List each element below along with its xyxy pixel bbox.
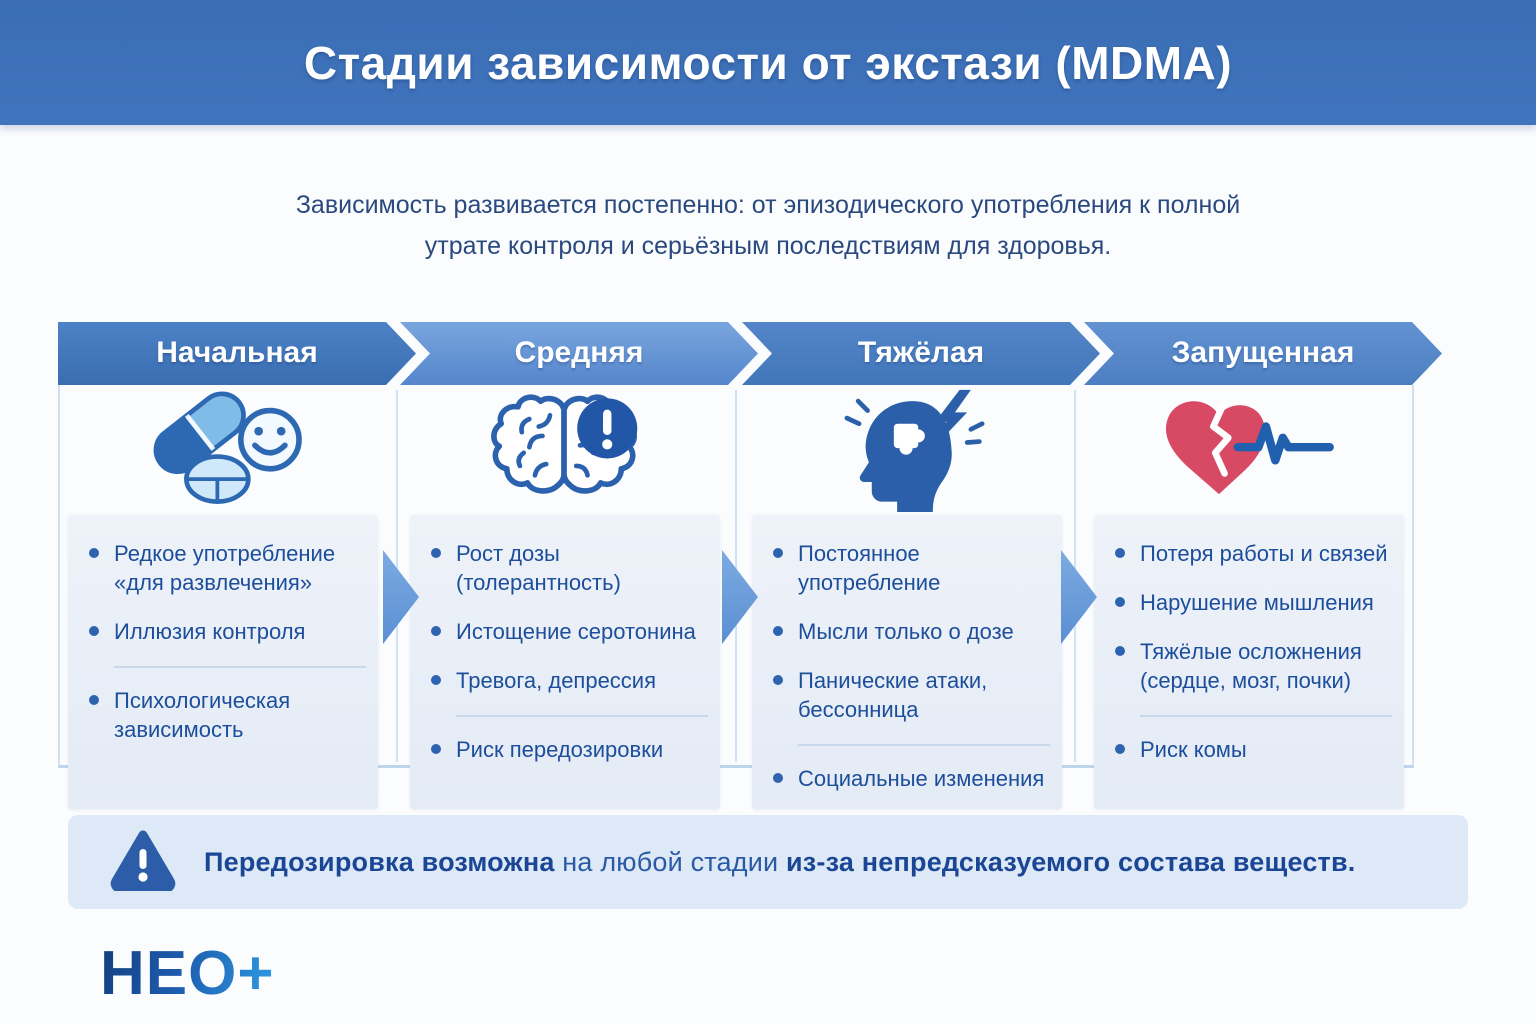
stages-frame (58, 385, 1414, 768)
stage-item-list: Постоянное употребление Мысли только о до… (752, 515, 1062, 809)
stage-box-initial: Редкое употребление «для развлечения» Илл… (68, 515, 378, 810)
stage-item: Социальные изменения (773, 744, 1050, 793)
stage-banner-advanced: Запущенная (1084, 322, 1442, 385)
stage-column-middle: Рост дозы (толерантность) Истощение серот… (400, 385, 730, 819)
warning-banner: Передозировка возможна на любой стадии и… (68, 815, 1468, 909)
stage-item: Потеря работы и связей (1115, 539, 1392, 568)
warning-triangle-icon (110, 829, 176, 896)
stage-item: Иллюзия контроля (89, 617, 366, 646)
warning-text-segment: Передозировка возможна (204, 846, 555, 877)
stage-item-list: Рост дозы (толерантность) Истощение серот… (410, 515, 720, 780)
stage-label: Начальная (156, 335, 318, 369)
stage-column-initial: Редкое употребление «для развлечения» Илл… (58, 385, 388, 819)
stage-columns: Редкое употребление «для развлечения» Илл… (58, 385, 1414, 810)
brain-alert-icon (400, 385, 730, 515)
stage-label: Средняя (514, 335, 644, 369)
pills-smiley-icon (58, 385, 388, 515)
stage-item-list: Редкое употребление «для развлечения» Илл… (68, 515, 378, 760)
broken-heart-pulse-icon (1084, 385, 1414, 515)
stage-item: Психологическая зависимость (89, 666, 366, 744)
stage-item: Тревога, депрессия (431, 666, 708, 695)
stages-panel: Начальная Средняя Тяжёлая Запущенная (58, 322, 1414, 810)
stage-item: Рост дозы (толерантность) (431, 539, 708, 597)
stage-item: Редкое употребление «для развлечения» (89, 539, 366, 597)
stage-item: Риск комы (1115, 715, 1392, 764)
stage-item: Мысли только о дозе (773, 617, 1050, 646)
stage-item: Истощение серотонина (431, 617, 708, 646)
neo-plus-logo: НЕО+ (100, 939, 275, 1008)
stage-column-severe: Постоянное употребление Мысли только о до… (742, 385, 1072, 819)
stage-box-advanced: Потеря работы и связей Нарушение мышления… (1094, 515, 1404, 810)
head-stress-icon (742, 385, 1072, 515)
stage-label: Тяжёлая (857, 335, 985, 369)
stage-banner-initial: Начальная (58, 322, 416, 385)
stage-item: Риск передозировки (431, 715, 708, 764)
stage-item: Постоянное употребление (773, 539, 1050, 597)
page-title: Стадии зависимости от экстази (MDMA) (303, 36, 1233, 89)
stage-column-advanced: Потеря работы и связей Нарушение мышления… (1084, 385, 1414, 819)
warning-text: Передозировка возможна на любой стадии и… (204, 847, 1355, 878)
stage-label: Запущенная (1171, 335, 1355, 369)
intro-text: Зависимость развивается постепенно: от э… (295, 191, 1241, 260)
warning-text-segment: из-за непредсказуемого состава веществ. (786, 846, 1356, 877)
stage-banner-middle: Средняя (400, 322, 758, 385)
stage-item: Нарушение мышления (1115, 588, 1392, 617)
stage-item: Панические атаки, бессонница (773, 666, 1050, 724)
title-banner: Стадии зависимости от экстази (MDMA) (0, 0, 1536, 125)
stage-box-middle: Рост дозы (толерантность) Истощение серот… (410, 515, 720, 810)
stage-banner-row: Начальная Средняя Тяжёлая Запущенная (58, 322, 1414, 385)
warning-text-segment: на любой стадии (554, 846, 786, 877)
stage-box-severe: Постоянное употребление Мысли только о до… (752, 515, 1062, 810)
stage-item: Тяжёлые осложнения (сердце, мозг, почки) (1115, 637, 1392, 695)
stage-banner-severe: Тяжёлая (742, 322, 1100, 385)
stage-item-list: Потеря работы и связей Нарушение мышления… (1094, 515, 1404, 780)
